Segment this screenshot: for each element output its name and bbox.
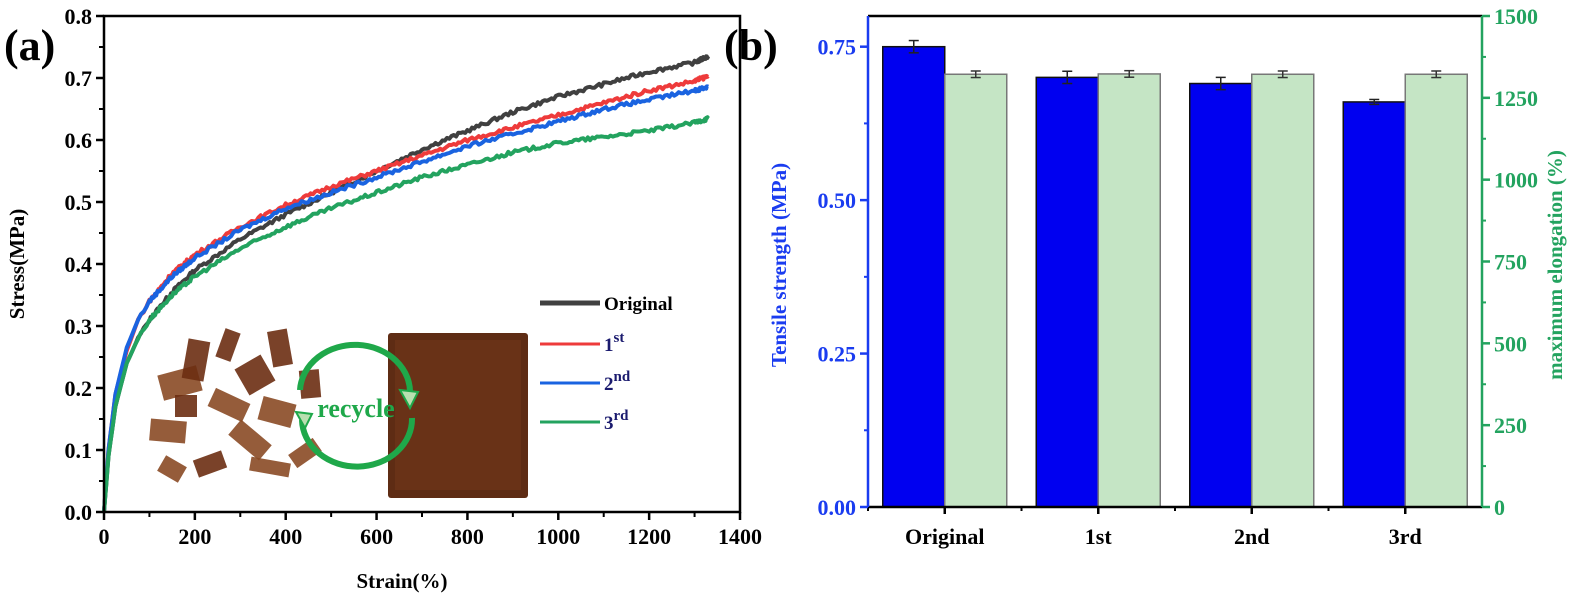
film-piece <box>207 387 251 423</box>
y-tick-label: 0.5 <box>65 190 93 215</box>
film-sheet-highlight <box>395 340 521 490</box>
film-piece <box>149 418 187 444</box>
y-tick-label: 0.3 <box>65 314 93 339</box>
legend-label-base: 1 <box>604 335 614 356</box>
y-right-tick-label: 750 <box>1494 250 1527 275</box>
film-piece <box>175 395 197 417</box>
film-piece <box>181 338 211 382</box>
panel-b-label: (b) <box>724 21 778 70</box>
x-tick-label: 1200 <box>627 524 671 549</box>
y-axis-title-left: Tensile strength (MPa) <box>767 163 791 367</box>
axis-ticks-a: 0 200 400 600 800 1000 1200 1400 0.0 0.1 0.2 0.3 0.4… <box>65 4 763 549</box>
y-tick-label: 0.7 <box>65 66 93 91</box>
y-tick-label: 0.8 <box>65 4 93 29</box>
bar-tensile-original <box>882 45 946 508</box>
x-tick-label: 800 <box>451 524 484 549</box>
bar-group <box>882 39 1468 508</box>
x-tick-label: 2nd <box>1234 524 1269 549</box>
x-tick-label: 0 <box>99 524 110 549</box>
y-right-tick-label: 1500 <box>1494 4 1538 29</box>
legend-label-2nd: 2nd <box>604 369 631 395</box>
bar-elongation-original <box>944 73 1008 508</box>
legend-label-base: 3 <box>604 413 614 434</box>
line-series-group <box>102 54 711 513</box>
legend-label-sup: rd <box>614 408 630 424</box>
y-left-tick-label: 0.00 <box>818 495 857 520</box>
panel-a-label: (a) <box>4 21 55 70</box>
recycle-arrow-top-icon <box>297 341 414 396</box>
y-tick-label: 0.2 <box>65 376 93 401</box>
line-series-3rd <box>102 115 710 513</box>
x-tick-label: 3rd <box>1389 524 1422 549</box>
line-series-2nd <box>102 84 710 513</box>
axes-b: Original 1st 2nd 3rd 0.00 0.25 0.50 0.75 0 250 500… <box>818 4 1539 549</box>
x-tick-label: 400 <box>269 524 302 549</box>
x-tick-label: Original <box>905 524 984 549</box>
y-right-tick-label: 500 <box>1494 331 1527 356</box>
legend-label-3rd: 3rd <box>604 408 629 434</box>
film-piece <box>157 455 187 483</box>
bar-elongation-2nd <box>1251 73 1315 508</box>
y-left-tick-label: 0.75 <box>818 35 857 60</box>
film-piece <box>192 450 228 478</box>
x-axis-title-a: Strain(%) <box>357 569 448 593</box>
panel-a: (a) recycle 0 200 400 600 800 1000 1200 1400 0.0… <box>4 4 762 593</box>
bar-elongation-1st <box>1097 73 1161 508</box>
recycle-arrowhead-icon <box>294 410 314 431</box>
y-tick-label: 0.1 <box>65 438 93 463</box>
y-tick-label: 0.4 <box>65 252 93 277</box>
film-piece <box>267 328 293 368</box>
y-left-tick-label: 0.50 <box>818 188 857 213</box>
y-axis-title-a: Stress(MPa) <box>5 209 29 319</box>
legend: Original 1st 2nd 3rd <box>540 294 673 434</box>
y-axis-title-right: maximum elongation (%) <box>1543 150 1567 380</box>
legend-label-base: 2 <box>604 374 614 395</box>
inset-photo: recycle <box>149 328 528 498</box>
y-tick-label: 0.6 <box>65 128 93 153</box>
recycle-arrow-bottom-icon <box>299 417 416 470</box>
bar-tensile-2nd <box>1189 82 1253 508</box>
film-piece <box>234 354 276 396</box>
x-tick-label: 600 <box>360 524 393 549</box>
legend-label-sup: st <box>614 330 625 346</box>
bar-elongation-3rd <box>1404 73 1468 508</box>
y-right-tick-label: 250 <box>1494 413 1527 438</box>
legend-label-sup: nd <box>614 369 631 385</box>
film-piece <box>228 419 272 461</box>
x-tick-label: 200 <box>178 524 211 549</box>
recycle-label: recycle <box>317 394 394 423</box>
y-tick-label: 0.0 <box>65 500 93 525</box>
legend-label-original: Original <box>604 294 673 315</box>
y-right-tick-label: 1000 <box>1494 168 1538 193</box>
x-tick-label: 1st <box>1085 524 1113 549</box>
y-right-tick-label: 1250 <box>1494 86 1538 111</box>
panel-b: (b) Original 1st 2nd 3rd 0.00 0.25 0.50 0.75 0 25… <box>724 4 1567 549</box>
legend-label-base: Original <box>604 294 673 315</box>
film-piece <box>249 456 291 478</box>
line-series-original <box>102 54 711 513</box>
x-tick-label: 1000 <box>536 524 580 549</box>
y-right-tick-label: 0 <box>1494 495 1505 520</box>
recycle-arrowhead-icon <box>398 388 420 411</box>
y-left-tick-label: 0.25 <box>818 342 857 367</box>
x-tick-label: 1400 <box>718 524 762 549</box>
film-piece <box>257 396 297 428</box>
bar-tensile-3rd <box>1342 101 1406 508</box>
legend-label-1st: 1st <box>604 330 624 356</box>
film-piece <box>215 328 241 362</box>
bar-tensile-1st <box>1035 76 1099 508</box>
